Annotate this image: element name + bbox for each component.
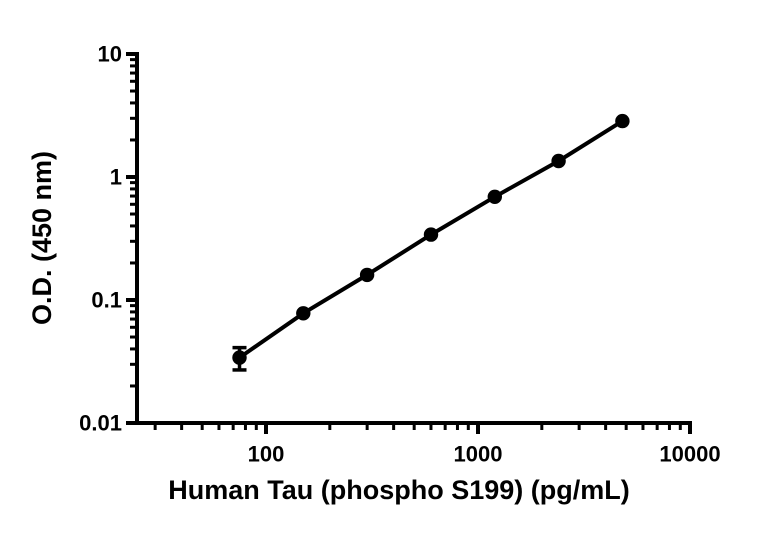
x-tick-label: 10000 — [659, 442, 720, 467]
x-tick-label: 100 — [248, 442, 285, 467]
y-tick-label: 1 — [110, 165, 122, 190]
data-point — [487, 189, 502, 204]
axes — [135, 52, 692, 425]
data-point — [615, 113, 630, 129]
y-tick-label: 0.1 — [91, 288, 122, 313]
x-axis-title: Human Tau (phospho S199) (pg/mL) — [168, 475, 630, 505]
data-point — [423, 227, 439, 242]
data-point — [296, 306, 311, 321]
data-point — [551, 153, 566, 169]
y-tick-label: 0.01 — [79, 411, 122, 436]
data-point — [232, 350, 247, 365]
tick-labels: 100 1000 10000 0.01 0.1 1 10 — [79, 42, 720, 467]
y-tick-label: 10 — [98, 42, 122, 67]
axis-ticks — [126, 52, 692, 434]
y-axis-title: O.D. (450 nm) — [27, 151, 57, 325]
data-point — [359, 267, 375, 283]
data-series — [232, 113, 630, 372]
x-tick-label: 1000 — [454, 442, 503, 467]
